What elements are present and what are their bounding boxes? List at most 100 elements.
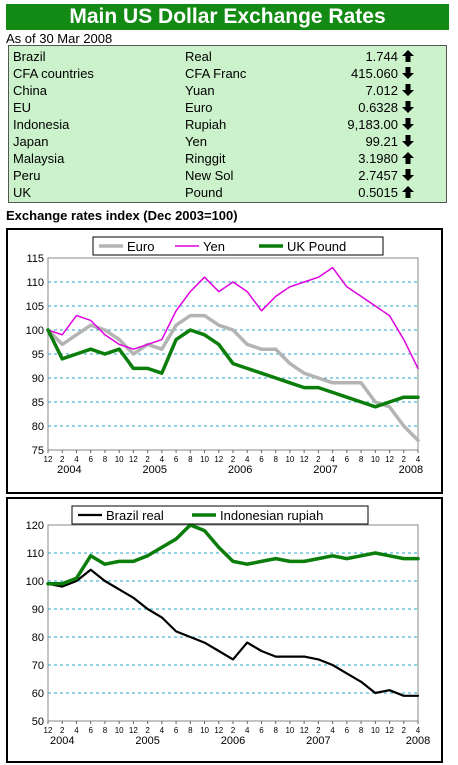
x-tick-label: 2: [402, 455, 407, 464]
y-tick-label: 120: [26, 520, 44, 532]
rate-value: 7.012: [365, 83, 398, 98]
arrow-up-icon: [402, 152, 414, 164]
x-tick-label: 12: [44, 455, 53, 464]
exchange-rates-table: Brazil Real 1.744 CFA countries CFA Franc 415…: [8, 45, 447, 203]
x-tick-label: 4: [330, 726, 335, 735]
x-tick-label: 12: [385, 726, 394, 735]
series-line-yen: [47, 266, 419, 370]
x-tick-label: 2: [316, 726, 321, 735]
x-tick-label: 6: [259, 726, 264, 735]
x-tick-label: 12: [300, 455, 309, 464]
arrow-down-icon: [402, 135, 414, 147]
y-tick-label: 80: [32, 421, 44, 433]
y-tick-label: 95: [32, 349, 44, 361]
x-year-label: 2005: [135, 735, 159, 747]
rate-currency: Pound: [185, 185, 223, 200]
legend-label: Euro: [127, 239, 154, 254]
arrow-down-icon: [402, 169, 414, 181]
y-tick-label: 75: [32, 445, 44, 457]
rate-value: 3.1980: [358, 151, 398, 166]
legend-label: Brazil real: [106, 508, 164, 523]
rate-value: 1.744: [365, 49, 398, 64]
x-year-label: 2006: [221, 735, 245, 747]
x-tick-label: 8: [273, 455, 278, 464]
x-tick-label: 4: [160, 455, 165, 464]
rate-value: 415.060: [351, 66, 398, 81]
x-tick-label: 2: [60, 455, 65, 464]
x-tick-label: 4: [416, 455, 421, 464]
page-title-banner: Main US Dollar Exchange Rates: [6, 4, 449, 30]
x-tick-label: 2: [231, 726, 236, 735]
rate-country: Japan: [13, 134, 49, 149]
y-tick-label: 70: [32, 660, 44, 672]
rate-row: UK Pound 0.5015: [9, 184, 446, 201]
legend-label: UK Pound: [287, 239, 346, 254]
chart-panel-real-rupiah: 50 60 70 80 90 100 110 120 12 2 4 6 8 10 12 2 4 6 8 10 12 2 4 6…: [6, 497, 443, 763]
page-title: Main US Dollar Exchange Rates: [69, 5, 386, 28]
x-tick-label: 6: [345, 726, 350, 735]
x-tick-label: 2: [60, 726, 65, 735]
section-title: Exchange rates index (Dec 2003=100): [6, 208, 238, 223]
y-tick-label: 50: [32, 716, 44, 728]
arrow-down-icon: [402, 101, 414, 113]
x-tick-label: 4: [74, 455, 79, 464]
x-tick-label: 8: [188, 455, 193, 464]
x-tick-label: 2: [145, 455, 150, 464]
x-tick-label: 12: [214, 726, 223, 735]
arrow-up-icon: [402, 50, 414, 62]
x-tick-label: 10: [115, 455, 124, 464]
series-line-brazil-real: [46, 568, 420, 697]
x-tick-label: 6: [174, 726, 179, 735]
x-tick-label: 10: [285, 726, 294, 735]
rate-value: 99.21: [365, 134, 398, 149]
arrow-down-icon: [402, 67, 414, 79]
y-tick-label: 85: [32, 397, 44, 409]
x-tick-label: 10: [115, 726, 124, 735]
x-year-label: 2007: [306, 735, 330, 747]
y-tick-label: 60: [32, 688, 44, 700]
x-tick-label: 12: [300, 726, 309, 735]
rate-value: 2.7457: [358, 168, 398, 183]
x-year-label: 2008: [399, 464, 423, 476]
rate-country: Indonesia: [13, 117, 70, 132]
x-tick-label: 12: [129, 726, 138, 735]
x-tick-label: 6: [259, 455, 264, 464]
rate-row: Brazil Real 1.744: [9, 48, 446, 65]
x-tick-label: 8: [359, 455, 364, 464]
x-year-label: 2006: [228, 464, 252, 476]
x-tick-label: 6: [345, 455, 350, 464]
y-tick-label: 100: [26, 325, 44, 337]
x-tick-label: 4: [245, 455, 250, 464]
rate-row: EU Euro 0.6328: [9, 99, 446, 116]
x-tick-label: 4: [74, 726, 79, 735]
rate-currency: Real: [185, 49, 212, 64]
x-tick-label: 2: [145, 726, 150, 735]
y-tick-label: 115: [26, 253, 44, 265]
series-line-euro: [46, 313, 420, 443]
x-tick-label: 2: [231, 455, 236, 464]
y-tick-label: 110: [26, 548, 44, 560]
x-tick-label: 2: [402, 726, 407, 735]
legend-box: [92, 236, 384, 256]
rate-currency: Euro: [185, 100, 213, 115]
rate-currency: Yuan: [185, 83, 215, 98]
x-tick-label: 12: [129, 455, 138, 464]
rate-country: Malaysia: [13, 151, 65, 166]
x-tick-label: 8: [359, 726, 364, 735]
rate-country: Brazil: [13, 49, 46, 64]
y-tick-label: 100: [26, 576, 44, 588]
x-tick-label: 8: [103, 726, 108, 735]
arrow-up-icon: [402, 186, 414, 198]
x-tick-label: 2: [316, 455, 321, 464]
y-tick-label: 105: [26, 301, 44, 313]
rate-row: Peru New Sol 2.7457: [9, 167, 446, 184]
series-line-uk-pound: [46, 328, 420, 409]
legend-label: Yen: [203, 239, 225, 254]
rate-currency: CFA Franc: [185, 66, 247, 81]
rate-row: Japan Yen 99.21: [9, 133, 446, 150]
series-line-indonesian-rupiah: [46, 523, 420, 586]
rate-value: 9,183.00: [347, 117, 398, 132]
rate-country: CFA countries: [13, 66, 94, 81]
